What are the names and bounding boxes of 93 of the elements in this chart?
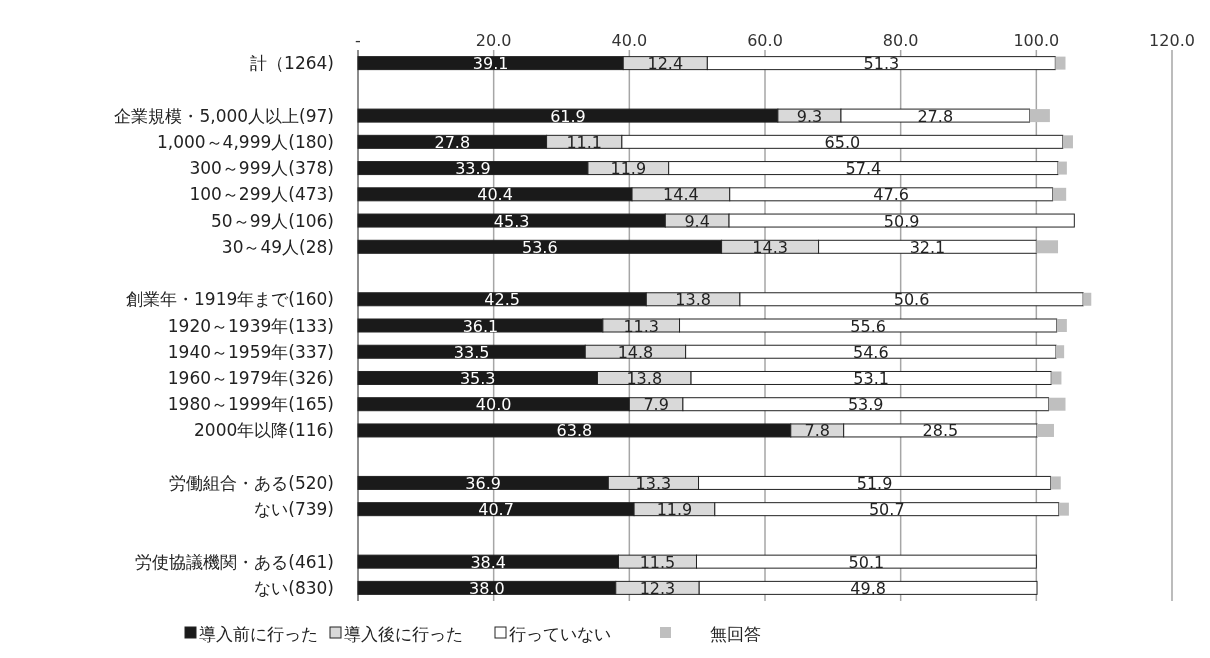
data-label: 14.4 [663, 185, 699, 205]
data-label: 7.8 [804, 421, 830, 441]
data-label: 13.8 [675, 290, 711, 310]
data-label: 14.3 [752, 237, 788, 257]
bar [1029, 109, 1050, 123]
data-label: 50.9 [883, 211, 920, 231]
data-label: 11.9 [656, 500, 693, 520]
data-label: 32.1 [909, 237, 946, 257]
y-tick-label: 1920～1939年(133) [167, 315, 334, 336]
data-label: 11.9 [610, 159, 647, 179]
data-label: 40.0 [475, 395, 512, 415]
bar [1036, 240, 1059, 254]
data-label: 35.3 [459, 368, 496, 388]
data-label: 47.6 [873, 185, 909, 205]
y-tick-label: 30～49人(28) [221, 236, 334, 257]
data-label: 45.3 [493, 211, 530, 231]
y-tick-label: 1960～1979年(326) [167, 367, 334, 388]
data-label: 53.9 [847, 395, 884, 415]
bar [1056, 345, 1065, 359]
data-label: 50.7 [868, 500, 905, 520]
data-label: 28.5 [922, 421, 959, 441]
x-tick-label: 100.0 [1013, 31, 1060, 50]
y-tick-label: ない(830) [254, 577, 334, 598]
legend-label: 行っていない [509, 624, 611, 644]
data-label: 57.4 [845, 159, 882, 179]
y-tick-label: 労使協議機関・ある(461) [135, 551, 334, 572]
bar [1062, 135, 1073, 149]
x-tick-label: 80.0 [882, 31, 919, 50]
bar [1048, 397, 1066, 411]
y-tick-label: 労働組合・ある(520) [169, 472, 334, 493]
data-label: 12.4 [647, 54, 684, 74]
bar [1050, 476, 1061, 490]
y-tick-label: 1,000～4,999人(180) [156, 131, 334, 152]
data-label: 36.9 [465, 473, 501, 493]
data-label: 13.3 [635, 473, 672, 493]
data-label: 63.8 [556, 421, 593, 441]
data-label: 53.1 [853, 368, 889, 388]
bar [1058, 161, 1067, 175]
y-tick-label: 1940～1959年(337) [167, 341, 334, 362]
y-tick-label: 2000年以降(116) [194, 420, 334, 441]
data-label: 54.6 [853, 342, 889, 362]
data-label: 65.0 [824, 132, 861, 152]
data-label: 61.9 [550, 106, 586, 126]
data-label: 51.3 [863, 54, 900, 74]
data-label: 9.4 [684, 211, 710, 231]
x-tick-label: 60.0 [747, 31, 783, 50]
x-tick-label: 20.0 [475, 31, 512, 50]
y-tick-label: 100～299人(473) [189, 184, 334, 205]
x-tick-label: 120.0 [1149, 31, 1195, 50]
data-label: 7.9 [643, 395, 669, 415]
data-label: 38.4 [470, 552, 507, 572]
data-label: 49.8 [850, 578, 886, 598]
data-label: 9.3 [796, 106, 823, 126]
y-tick-label: 300～999人(378) [189, 158, 334, 179]
data-label: 40.7 [478, 500, 514, 520]
bar [1056, 319, 1067, 332]
legend-label: 導入前に行った [199, 624, 318, 644]
data-label: 11.3 [623, 316, 660, 336]
data-label: 11.1 [566, 132, 603, 152]
x-tick-label: 40.0 [611, 31, 648, 50]
data-label: 27.8 [917, 106, 954, 126]
data-label: 39.1 [472, 54, 509, 74]
y-tick-label: ない(739) [254, 499, 334, 520]
data-label: 40.4 [477, 185, 513, 205]
data-label: 38.0 [469, 578, 505, 598]
data-label: 55.6 [850, 316, 886, 336]
data-label: 27.8 [434, 132, 471, 152]
bar [1055, 56, 1066, 70]
x-tick-label: - [355, 31, 361, 50]
data-label: 12.3 [639, 578, 676, 598]
bar [1083, 292, 1092, 306]
data-label: 53.6 [521, 237, 558, 257]
bar [1052, 187, 1067, 201]
bar [1037, 423, 1054, 437]
y-tick-label: 計（1264) [250, 53, 334, 74]
data-label: 42.5 [484, 290, 520, 310]
data-label: 36.1 [462, 316, 499, 336]
data-label: 51.9 [856, 473, 893, 493]
data-label: 50.1 [848, 552, 885, 572]
bar [1051, 371, 1062, 385]
data-label: 13.8 [626, 368, 663, 388]
y-tick-label: 50～99人(106) [211, 210, 334, 231]
data-label: 14.8 [617, 342, 654, 362]
y-tick-label: 企業規模・5,000人以上(97) [114, 105, 334, 126]
bar [1058, 502, 1069, 516]
legend-label: 導入後に行った [344, 624, 463, 644]
data-label: 33.5 [453, 342, 490, 362]
data-label: 33.9 [455, 159, 491, 179]
y-tick-label: 1980～1999年(165) [167, 394, 334, 415]
legend-label: 無回答 [710, 624, 761, 644]
data-label: 50.6 [893, 290, 930, 310]
y-tick-label: 創業年・1919年まで(160) [126, 289, 334, 310]
data-label: 11.5 [639, 552, 676, 572]
